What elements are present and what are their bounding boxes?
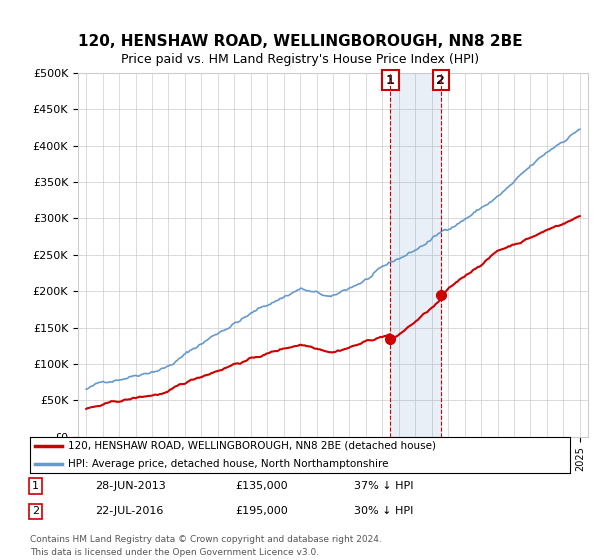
Text: 120, HENSHAW ROAD, WELLINGBOROUGH, NN8 2BE: 120, HENSHAW ROAD, WELLINGBOROUGH, NN8 2…: [77, 34, 523, 49]
Text: £195,000: £195,000: [235, 506, 288, 516]
Text: 1: 1: [386, 73, 395, 87]
Bar: [391, 73, 441, 437]
Text: 2: 2: [436, 73, 445, 87]
Text: 120, HENSHAW ROAD, WELLINGBOROUGH, NN8 2BE (detached house): 120, HENSHAW ROAD, WELLINGBOROUGH, NN8 2…: [68, 441, 436, 451]
Text: This data is licensed under the Open Government Licence v3.0.: This data is licensed under the Open Gov…: [30, 548, 319, 557]
Text: 22-JUL-2016: 22-JUL-2016: [95, 506, 163, 516]
Text: Price paid vs. HM Land Registry's House Price Index (HPI): Price paid vs. HM Land Registry's House …: [121, 53, 479, 66]
Text: 1: 1: [32, 481, 39, 491]
Text: £135,000: £135,000: [235, 481, 288, 491]
Text: 30% ↓ HPI: 30% ↓ HPI: [354, 506, 413, 516]
Text: 28-JUN-2013: 28-JUN-2013: [95, 481, 166, 491]
Text: HPI: Average price, detached house, North Northamptonshire: HPI: Average price, detached house, Nort…: [68, 459, 388, 469]
Text: 37% ↓ HPI: 37% ↓ HPI: [354, 481, 413, 491]
Text: Contains HM Land Registry data © Crown copyright and database right 2024.: Contains HM Land Registry data © Crown c…: [30, 535, 382, 544]
Text: 2: 2: [32, 506, 39, 516]
